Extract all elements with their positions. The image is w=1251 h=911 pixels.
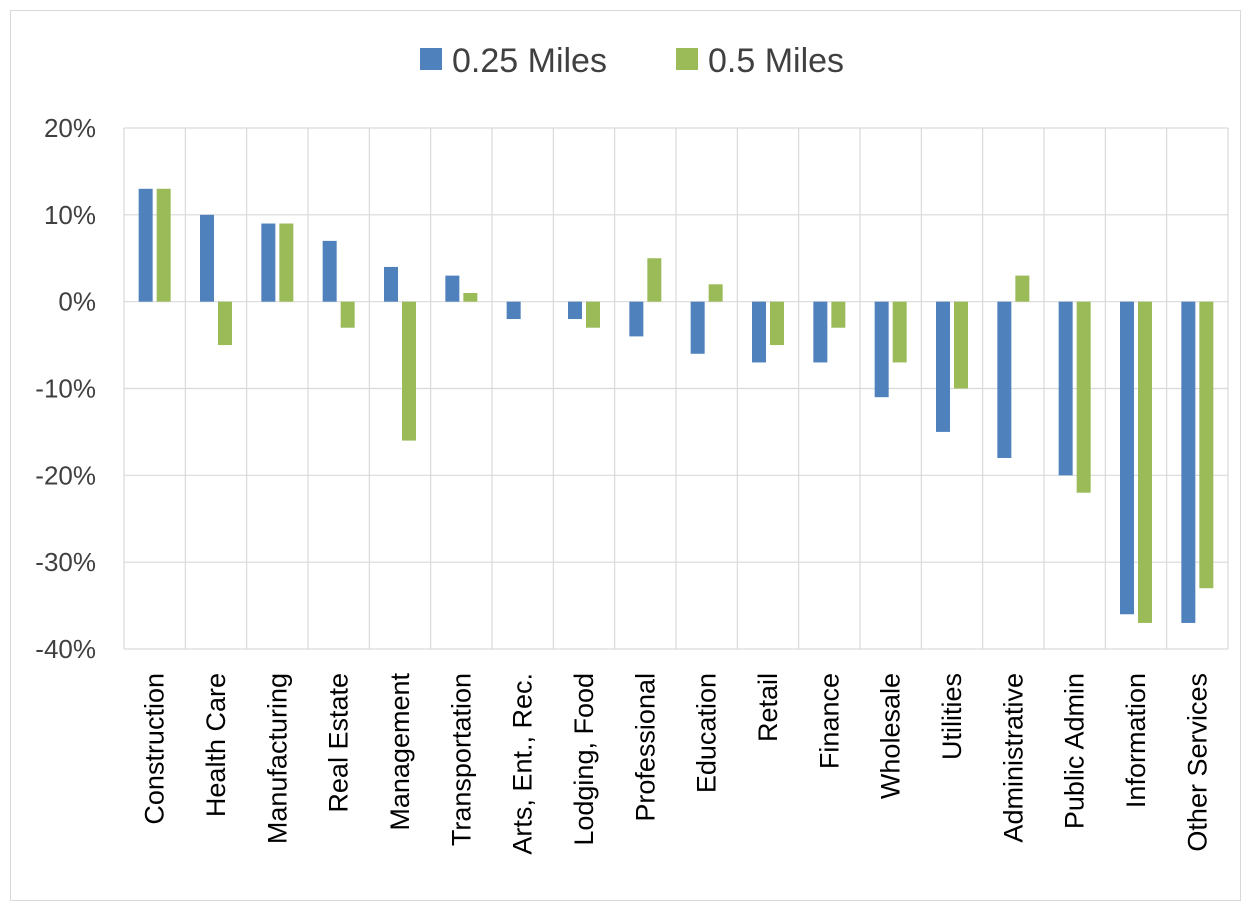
category-label: Professional [630,673,660,822]
category-label: Information [1121,673,1151,808]
category-label: Other Services [1182,673,1212,852]
category-label: Retail [753,673,783,742]
y-tick-label: 10% [44,200,96,230]
bar-half-mile-4 [402,301,416,441]
y-tick-label: -30% [35,547,96,577]
legend: 0.25 Miles 0.5 Miles [420,42,844,80]
bar-quarter-mile-3 [322,240,337,302]
y-axis-ticks: 20% 10% 0% -10% -20% -30% -40% [35,113,96,664]
category-label: Construction [140,673,170,825]
bar-half-mile-14 [1015,275,1030,302]
bar-quarter-mile-4 [384,266,398,302]
bar-half-mile-11 [831,301,846,328]
y-tick-label: -20% [35,460,96,490]
bar-quarter-mile-15 [1058,301,1073,476]
bars [138,188,1214,623]
bar-quarter-mile-7 [568,301,582,320]
bar-quarter-mile-0 [138,188,153,302]
bar-half-mile-16 [1138,301,1152,623]
bar-quarter-mile-11 [813,301,828,363]
category-label: Administrative [998,673,1028,843]
bar-half-mile-13 [954,301,968,389]
legend-label: 0.5 Miles [708,42,844,80]
bar-half-mile-8 [647,258,662,302]
y-tick-label: 0% [58,287,96,317]
bar-quarter-mile-1 [200,214,214,302]
x-axis-labels: Construction Health Care Manufacturing Real… [140,673,1213,855]
bar-half-mile-1 [218,301,232,346]
bar-half-mile-12 [892,301,907,363]
category-label: Health Care [201,673,231,817]
category-label: Transportation [446,673,476,846]
bar-half-mile-10 [770,301,784,346]
bar-quarter-mile-17 [1181,301,1196,623]
bar-half-mile-7 [586,301,600,328]
category-label: Public Admin [1060,673,1090,829]
category-label: Lodging, Food [569,673,599,846]
y-tick-label: 20% [44,113,96,143]
bar-half-mile-0 [156,188,171,302]
category-label: Utilities [937,673,967,760]
legend-swatch [420,48,442,70]
bar-half-mile-15 [1076,301,1091,493]
category-label: Finance [814,673,844,769]
bar-quarter-mile-13 [936,301,950,432]
bar-quarter-mile-12 [874,301,889,398]
bar-quarter-mile-9 [690,301,705,354]
bar-half-mile-9 [708,284,723,302]
gridlines [123,127,1229,650]
bar-half-mile-5 [463,292,478,302]
category-label: Real Estate [324,673,354,813]
bar-quarter-mile-5 [445,275,460,302]
category-label: Wholesale [876,673,906,799]
y-tick-label: -10% [35,374,96,404]
category-label: Manufacturing [262,673,292,844]
bar-quarter-mile-10 [752,301,766,363]
bar-half-mile-2 [279,223,294,302]
legend-swatch [676,48,698,70]
legend-label: 0.25 Miles [452,42,607,80]
bar-quarter-mile-16 [1120,301,1134,615]
bar-half-mile-17 [1199,301,1214,589]
category-label: Arts, Ent., Rec. [508,673,538,855]
bar-quarter-mile-14 [997,301,1012,458]
chart-frame [10,10,1241,901]
bar-quarter-mile-6 [506,301,521,320]
bar-quarter-mile-2 [261,223,276,302]
bar-half-mile-3 [340,301,355,328]
y-tick-label: -40% [35,634,96,664]
category-label: Management [385,673,415,831]
bar-quarter-mile-8 [629,301,644,337]
category-label: Education [692,673,722,793]
